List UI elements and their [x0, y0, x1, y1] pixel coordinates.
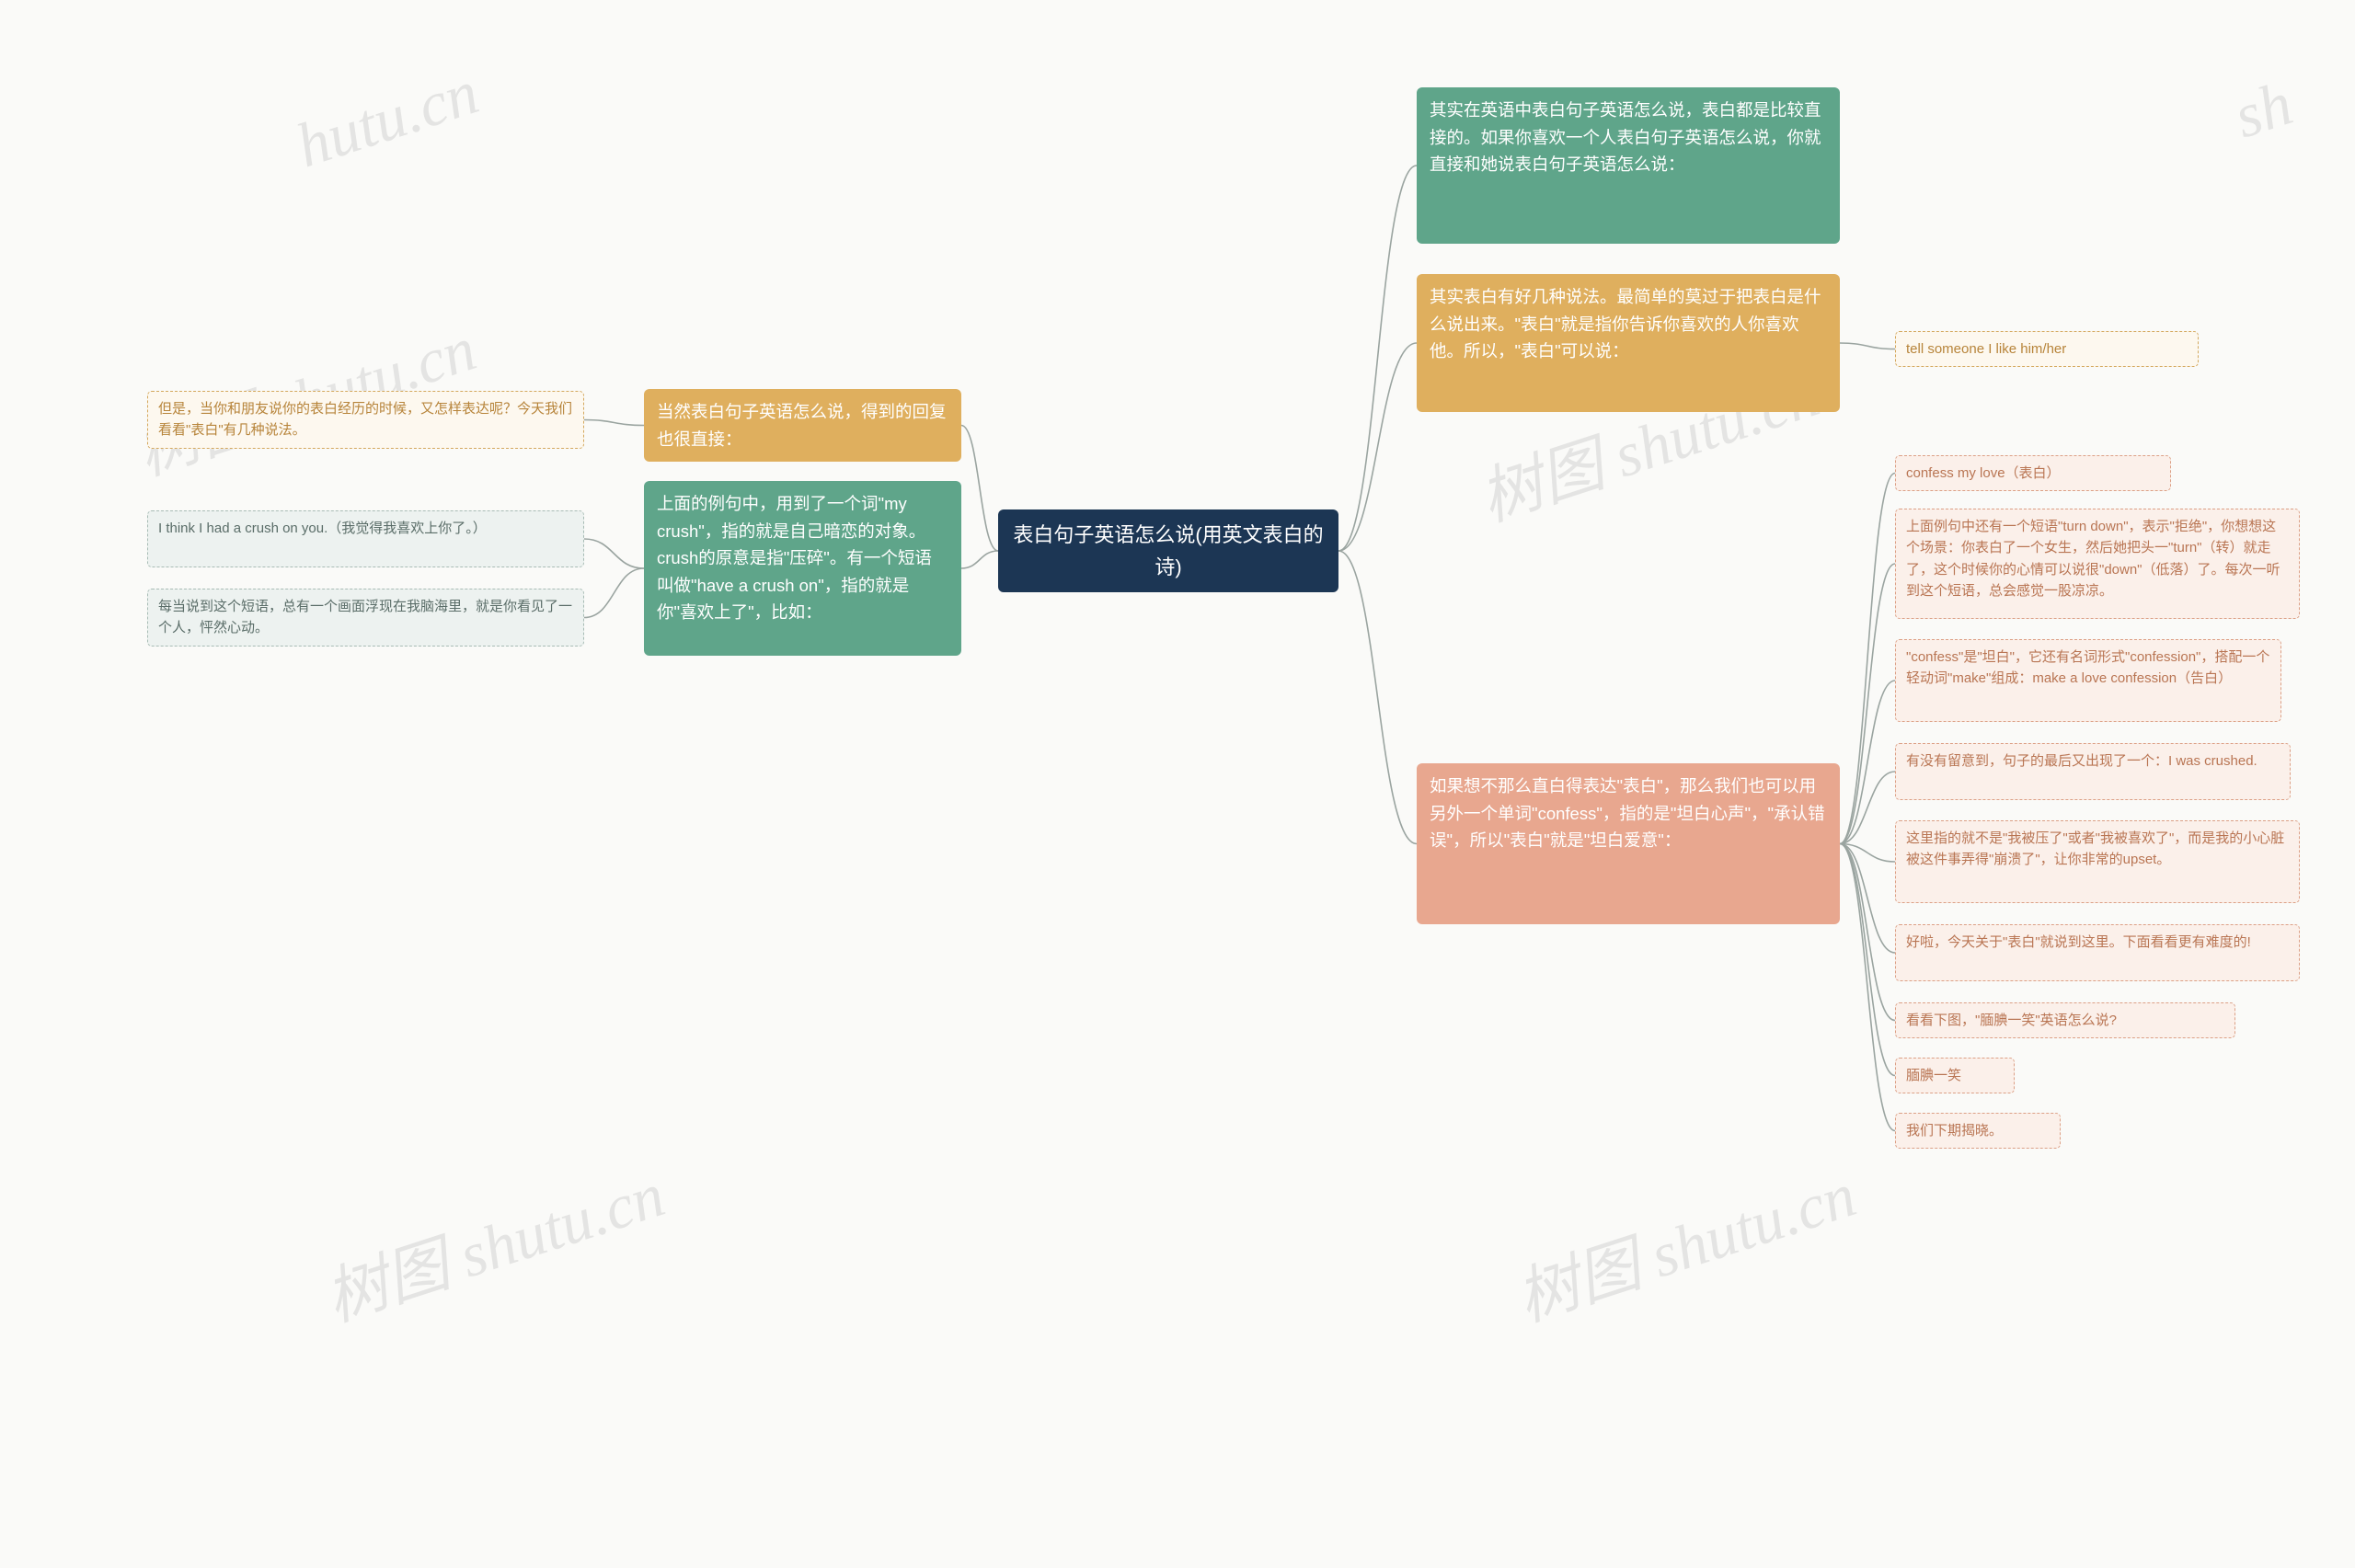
branch-left-2-text: 上面的例句中，用到了一个词"my crush"，指的就是自己暗恋的对象。crus…: [657, 494, 932, 622]
branch-left-1: 当然表白句子英语怎么说，得到的回复也很直接：: [644, 389, 961, 462]
branch-right-3-text: 如果想不那么直白得表达"表白"，那么我们也可以用另外一个单词"confess"，…: [1430, 776, 1825, 850]
leaf-r3-7: 看看下图，"腼腆一笑"英语怎么说?: [1895, 1002, 2235, 1038]
branch-right-1-text: 其实在英语中表白句子英语怎么说，表白都是比较直接的。如果你喜欢一个人表白句子英语…: [1430, 100, 1821, 174]
branch-right-2: 其实表白有好几种说法。最简单的莫过于把表白是什么说出来。"表白"就是指你告诉你喜…: [1417, 274, 1840, 412]
leaf-r3-2: 上面例句中还有一个短语"turn down"，表示"拒绝"，你想想这个场景：你表…: [1895, 509, 2300, 619]
leaf-r3-3: "confess"是"坦白"，它还有名词形式"confession"，搭配一个轻…: [1895, 639, 2281, 722]
leaf-r3-5-text: 这里指的就不是"我被压了"或者"我被喜欢了"，而是我的小心脏被这件事弄得"崩溃了…: [1906, 830, 2284, 867]
leaf-r3-6: 好啦，今天关于"表白"就说到这里。下面看看更有难度的!: [1895, 924, 2300, 981]
watermark: sh: [2225, 67, 2301, 154]
leaf-r2-1: tell someone I like him/her: [1895, 331, 2199, 367]
leaf-l2-2-text: 每当说到这个短语，总有一个画面浮现在我脑海里，就是你看见了一个人，怦然心动。: [158, 599, 572, 635]
branch-right-1: 其实在英语中表白句子英语怎么说，表白都是比较直接的。如果你喜欢一个人表白句子英语…: [1417, 87, 1840, 244]
leaf-r3-2-text: 上面例句中还有一个短语"turn down"，表示"拒绝"，你想想这个场景：你表…: [1906, 519, 2280, 599]
watermark: hutu.cn: [288, 56, 488, 183]
center-text: 表白句子英语怎么说(用英文表白的诗): [1011, 519, 1326, 583]
leaf-r3-4: 有没有留意到，句子的最后又出现了一个：I was crushed.: [1895, 743, 2291, 800]
leaf-r3-1: confess my love（表白）: [1895, 455, 2171, 491]
branch-right-3: 如果想不那么直白得表达"表白"，那么我们也可以用另外一个单词"confess"，…: [1417, 763, 1840, 924]
center-node: 表白句子英语怎么说(用英文表白的诗): [998, 509, 1338, 592]
branch-left-2: 上面的例句中，用到了一个词"my crush"，指的就是自己暗恋的对象。crus…: [644, 481, 961, 656]
leaf-l1-1-text: 但是，当你和朋友说你的表白经历的时候，又怎样表达呢？今天我们看看"表白"有几种说…: [158, 401, 572, 438]
leaf-r3-5: 这里指的就不是"我被压了"或者"我被喜欢了"，而是我的小心脏被这件事弄得"崩溃了…: [1895, 820, 2300, 903]
leaf-r3-8: 腼腆一笑: [1895, 1058, 2015, 1093]
leaf-r3-7-text: 看看下图，"腼腆一笑"英语怎么说?: [1906, 1013, 2117, 1028]
leaf-r2-1-text: tell someone I like him/her: [1906, 341, 2066, 357]
leaf-r3-8-text: 腼腆一笑: [1906, 1068, 1961, 1083]
watermark: 树图 shutu.cn: [1503, 1143, 1865, 1338]
leaf-r3-3-text: "confess"是"坦白"，它还有名词形式"confession"，搭配一个轻…: [1906, 649, 2269, 686]
leaf-l1-1: 但是，当你和朋友说你的表白经历的时候，又怎样表达呢？今天我们看看"表白"有几种说…: [147, 391, 584, 449]
leaf-r3-9-text: 我们下期揭晓。: [1906, 1123, 2003, 1139]
leaf-l2-1: I think I had a crush on you.（我觉得我喜欢上你了。…: [147, 510, 584, 567]
leaf-l2-1-text: I think I had a crush on you.（我觉得我喜欢上你了。…: [158, 521, 487, 536]
leaf-r3-6-text: 好啦，今天关于"表白"就说到这里。下面看看更有难度的!: [1906, 934, 2251, 950]
leaf-r3-9: 我们下期揭晓。: [1895, 1113, 2061, 1149]
leaf-r3-4-text: 有没有留意到，句子的最后又出现了一个：I was crushed.: [1906, 753, 2257, 769]
leaf-r3-1-text: confess my love（表白）: [1906, 465, 2061, 481]
branch-right-2-text: 其实表白有好几种说法。最简单的莫过于把表白是什么说出来。"表白"就是指你告诉你喜…: [1430, 287, 1821, 361]
leaf-l2-2: 每当说到这个短语，总有一个画面浮现在我脑海里，就是你看见了一个人，怦然心动。: [147, 589, 584, 647]
branch-left-1-text: 当然表白句子英语怎么说，得到的回复也很直接：: [657, 402, 947, 449]
watermark: 树图 shutu.cn: [312, 1143, 673, 1338]
